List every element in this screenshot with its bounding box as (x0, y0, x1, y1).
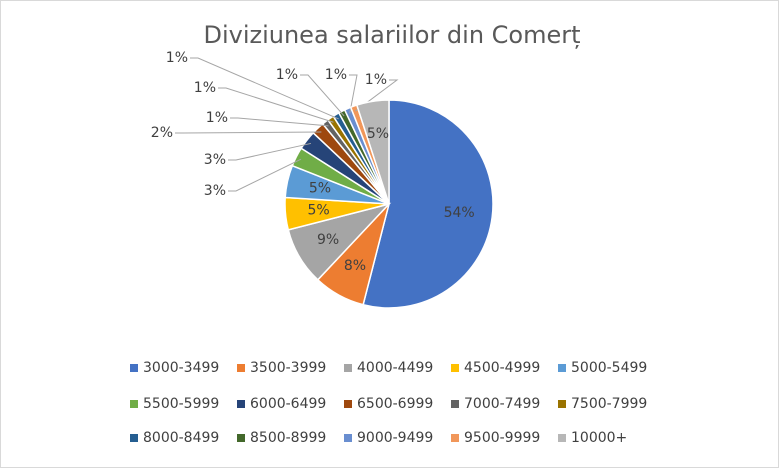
legend-label: 5500-5999 (143, 396, 219, 412)
legend-label: 4000-4499 (357, 360, 433, 376)
data-label: 1% (166, 50, 188, 66)
data-label: 9% (317, 232, 339, 248)
data-label: 5% (309, 181, 331, 197)
legend-swatch (558, 434, 566, 442)
legend-swatch (451, 364, 459, 372)
data-label: 1% (325, 67, 347, 83)
legend-label: 7500-7999 (571, 396, 647, 412)
legend-label: 3500-3999 (250, 360, 326, 376)
data-label: 5% (307, 203, 329, 219)
pie-slice (355, 99, 390, 205)
legend-label: 8500-8999 (250, 430, 326, 446)
data-label: 2% (151, 125, 173, 141)
data-label: 1% (276, 67, 298, 83)
leader-line (175, 131, 322, 134)
legend-swatch (558, 364, 566, 372)
data-label: 54% (444, 205, 475, 221)
data-label: 3% (204, 183, 226, 199)
legend-label: 6000-6499 (250, 396, 326, 412)
legend-label: 7000-7499 (464, 396, 540, 412)
legend-swatch (344, 434, 352, 442)
legend-swatch (237, 400, 245, 408)
leader-line (349, 74, 358, 114)
leader-line (228, 158, 302, 192)
legend-label: 5000-5499 (571, 360, 647, 376)
data-label: 1% (194, 80, 216, 96)
legend-label: 10000+ (571, 430, 627, 446)
legend-label: 3000-3499 (143, 360, 219, 376)
legend-swatch (237, 364, 245, 372)
legend-swatch (344, 364, 352, 372)
legend-swatch (451, 400, 459, 408)
pie-slice (362, 99, 494, 309)
legend-label: 4500-4999 (464, 360, 540, 376)
leader-line (228, 142, 312, 161)
legend-swatch (130, 364, 138, 372)
legend-swatch (451, 434, 459, 442)
legend-label: 9000-9499 (357, 430, 433, 446)
legend-swatch (237, 434, 245, 442)
leader-line (355, 79, 399, 112)
data-label: 5% (367, 126, 389, 142)
legend-swatch (558, 400, 566, 408)
leader-line (190, 57, 339, 120)
legend-label: 8000-8499 (143, 430, 219, 446)
chart-title: Diviziunea salariilor din Comerț (203, 21, 580, 49)
leader-line (218, 87, 334, 123)
data-label: 1% (365, 72, 387, 88)
legend-swatch (344, 400, 352, 408)
legend-label: 9500-9999 (464, 430, 540, 446)
legend-swatch (130, 434, 138, 442)
data-label: 1% (206, 110, 228, 126)
leader-line (230, 117, 329, 127)
legend-label: 6500-6999 (357, 396, 433, 412)
data-label: 3% (204, 152, 226, 168)
legend-swatch (130, 400, 138, 408)
data-label: 8% (344, 258, 366, 274)
leader-line (300, 74, 345, 117)
